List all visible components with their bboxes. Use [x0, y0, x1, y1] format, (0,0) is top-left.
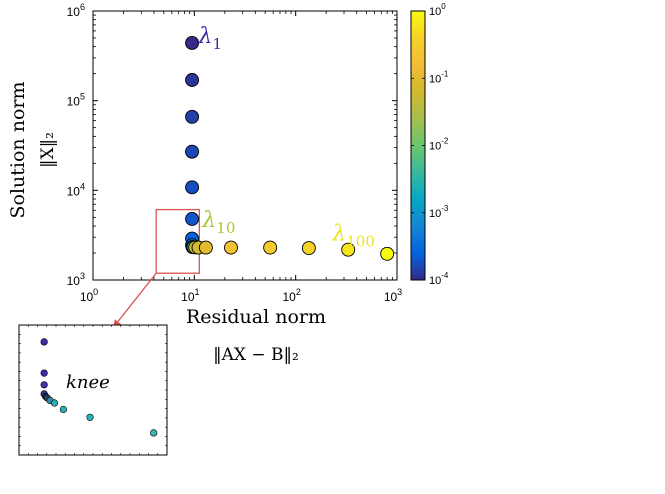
y-axis-label: Solution norm: [7, 82, 29, 219]
data-points: [185, 36, 395, 261]
y-axis-math-label: ‖X‖₂: [38, 132, 58, 168]
x-tick-label: 102: [282, 287, 300, 304]
x-axis-math-label: ‖AX − B‖₂: [213, 345, 299, 365]
data-point: [263, 240, 278, 255]
data-point: [198, 240, 213, 255]
annotations: λ1 λ10 λ100: [198, 24, 375, 251]
inset-data-point: [40, 381, 48, 389]
colorbar-tick-label: 10-2: [429, 137, 449, 153]
data-point: [301, 241, 316, 256]
colorbar-tick-label: 10-1: [429, 69, 449, 85]
inset-data-point: [150, 429, 158, 437]
y-tick-label: 106: [67, 2, 85, 19]
data-point: [185, 109, 200, 124]
inset-data-point: [59, 405, 68, 414]
x-tick-label: 100: [80, 287, 98, 304]
data-point: [341, 242, 356, 257]
lambda-annotation: λ10: [201, 208, 235, 237]
colorbar-ticks: 100 10-1 10-2 10-3 10-4: [411, 2, 449, 287]
x-tick-label: 101: [181, 287, 199, 304]
y-ticks: 103 104 105 106: [67, 2, 397, 288]
colorbar-tick-label: 10-4: [429, 271, 449, 287]
y-tick-label: 105: [67, 92, 85, 109]
lambda-annotation: λ100: [331, 222, 375, 251]
data-point: [185, 36, 200, 50]
data-point: [185, 180, 200, 195]
data-point: [185, 211, 200, 226]
inset-ticks: [18, 324, 168, 456]
data-point: [185, 144, 200, 159]
data-point: [224, 240, 238, 255]
inset-points: [40, 338, 158, 437]
inset-data-point: [40, 369, 48, 377]
y-tick-label: 104: [67, 181, 85, 198]
data-point: [380, 246, 395, 261]
x-axis-label: Residual norm: [186, 306, 326, 328]
colorbar-tick-label: 100: [429, 2, 446, 18]
inset-data-point: [40, 338, 48, 346]
x-tick-label: 103: [384, 287, 402, 304]
inset-data-point: [86, 413, 94, 421]
colorbar-tick-label: 10-3: [429, 204, 449, 220]
lambda-annotation: λ1: [198, 24, 223, 53]
inset-data-point: [50, 399, 59, 407]
y-tick-label: 103: [67, 271, 85, 288]
plot-area: [92, 10, 398, 281]
data-point: [185, 73, 200, 87]
zoom-leader: [115, 272, 157, 325]
inset-knee-label: knee: [66, 372, 110, 393]
